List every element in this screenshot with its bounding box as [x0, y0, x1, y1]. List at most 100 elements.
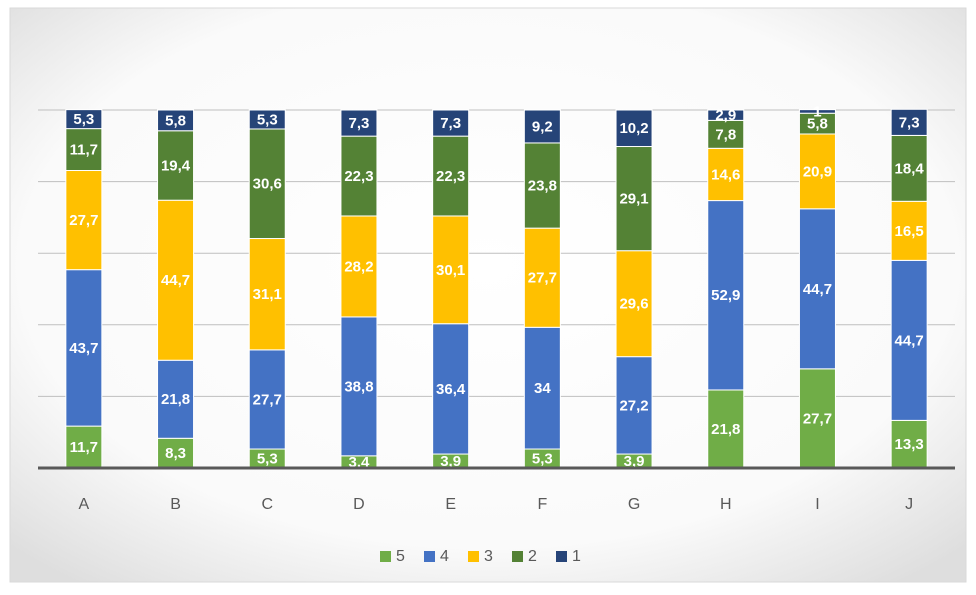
data-label: 5,8 — [807, 116, 828, 133]
data-label: 28,2 — [344, 258, 373, 275]
data-label: 5,3 — [257, 450, 278, 467]
bar-segment — [615, 356, 653, 455]
data-label: 18,4 — [895, 160, 925, 177]
data-label: 30,1 — [436, 262, 465, 279]
bar-segment — [707, 389, 745, 469]
bar-segment — [523, 142, 561, 229]
data-label: 44,7 — [161, 272, 190, 289]
x-tick-label: B — [170, 496, 181, 513]
bar-segment — [432, 109, 470, 137]
data-label: 27,7 — [803, 410, 832, 427]
bar-segment — [65, 109, 103, 130]
data-label: 36,4 — [436, 381, 466, 398]
data-label: 8,3 — [165, 445, 186, 462]
data-label: 31,1 — [253, 286, 282, 303]
bar-segment — [157, 109, 195, 132]
bar-segment — [890, 259, 928, 421]
legend-swatch — [512, 551, 523, 562]
data-label: 7,3 — [349, 115, 370, 132]
data-label: 7,3 — [899, 114, 920, 131]
bar-segment — [65, 425, 103, 469]
bar-segment — [248, 349, 286, 450]
x-tick-label: C — [261, 496, 273, 513]
data-label: 29,1 — [619, 191, 648, 208]
bar-segment — [340, 215, 378, 318]
bar-segment — [340, 109, 378, 137]
data-label: 10,2 — [619, 120, 648, 137]
data-label: 22,3 — [344, 168, 373, 185]
legend-swatch — [380, 551, 391, 562]
data-label: 5,3 — [257, 111, 278, 128]
bar-segment — [157, 199, 195, 361]
data-label: 5,3 — [73, 111, 94, 128]
bar-segment — [65, 269, 103, 427]
bar-segment — [890, 134, 928, 202]
data-label: 2,9 — [715, 107, 736, 124]
x-tick-label: G — [628, 496, 640, 513]
data-label: 29,6 — [619, 296, 648, 313]
x-tick-label: F — [537, 496, 547, 513]
bar-segment — [798, 208, 836, 370]
bar-segment — [248, 238, 286, 351]
bar-segment — [157, 130, 195, 201]
data-label: 34 — [534, 380, 551, 397]
data-label: 44,7 — [803, 281, 832, 298]
data-label: 44,7 — [895, 332, 924, 349]
bar-segment — [248, 109, 286, 130]
bar-segment — [890, 108, 928, 136]
bar-segment — [707, 109, 745, 121]
legend-swatch — [424, 551, 435, 562]
bar-segment — [890, 419, 928, 469]
bar-segment — [890, 200, 928, 261]
data-label: 27,7 — [253, 391, 282, 408]
legend-label: 3 — [484, 548, 493, 565]
data-label: 27,7 — [528, 270, 557, 287]
data-label: 27,7 — [69, 212, 98, 229]
data-label: 21,8 — [711, 421, 740, 438]
bar-segment — [523, 326, 561, 450]
data-label: 22,3 — [436, 168, 465, 185]
data-label: 30,6 — [253, 176, 282, 193]
data-label: 1 — [813, 103, 821, 120]
bar-segment — [523, 227, 561, 328]
data-label: 21,8 — [161, 391, 190, 408]
bar-segment — [65, 128, 103, 172]
data-label: 14,6 — [711, 166, 740, 183]
bar-segment — [432, 215, 470, 325]
x-tick-label: H — [720, 496, 732, 513]
bar-segment — [615, 146, 653, 252]
data-label: 13,3 — [895, 436, 924, 453]
bar-segment — [248, 128, 286, 240]
data-label: 43,7 — [69, 340, 98, 357]
data-label: 9,2 — [532, 118, 553, 135]
legend-swatch — [468, 551, 479, 562]
data-label: 11,7 — [70, 142, 98, 159]
data-label: 23,8 — [528, 178, 557, 195]
legend-label: 5 — [396, 548, 405, 565]
x-tick-label: D — [353, 496, 365, 513]
data-label: 3,9 — [624, 453, 645, 470]
bar-segment — [340, 135, 378, 217]
legend-swatch — [556, 551, 567, 562]
x-tick-label: J — [905, 496, 913, 513]
bar-segment — [523, 109, 561, 144]
data-label: 16,5 — [895, 223, 924, 240]
data-label: 5,8 — [165, 112, 186, 129]
x-tick-label: A — [79, 496, 90, 513]
bar-segment — [798, 368, 836, 469]
data-label: 19,4 — [161, 157, 191, 174]
bar-segment — [707, 147, 745, 202]
bar-segment — [615, 109, 653, 148]
bar-segment — [798, 133, 836, 210]
legend-label: 2 — [528, 548, 537, 565]
data-label: 52,9 — [711, 287, 740, 304]
data-label: 7,8 — [715, 126, 736, 143]
data-label: 5,3 — [532, 450, 553, 467]
legend-label: 4 — [440, 548, 449, 565]
data-label: 7,3 — [440, 115, 461, 132]
bar-segment — [798, 109, 836, 114]
data-label: 38,8 — [344, 378, 373, 395]
data-label: 3,9 — [440, 453, 461, 470]
legend-label: 1 — [572, 548, 581, 565]
